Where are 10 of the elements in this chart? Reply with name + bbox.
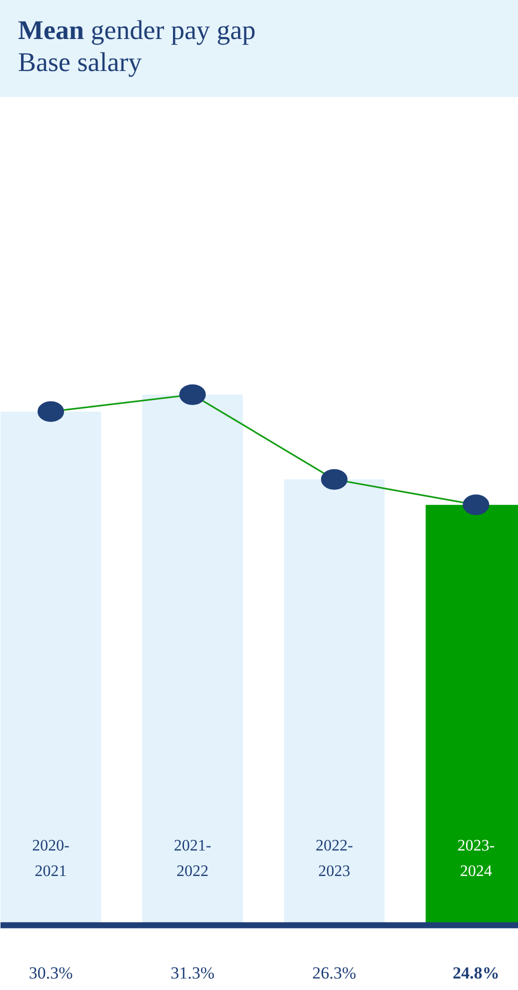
data-label: 24.8% <box>452 963 500 982</box>
x-tick-label: 2022-2023 <box>316 838 353 880</box>
x-tick-label: 2020-2021 <box>32 838 70 880</box>
x-tick-label: 2021-2022 <box>174 838 212 880</box>
chart-subtitle: Base salary <box>18 47 142 77</box>
data-label: 30.3% <box>28 963 73 982</box>
x-tick-label: 2023-2024 <box>457 838 495 880</box>
data-label: 26.3% <box>312 963 356 982</box>
data-label: 31.3% <box>170 963 214 982</box>
chart-title: Mean gender pay gap <box>18 15 256 45</box>
